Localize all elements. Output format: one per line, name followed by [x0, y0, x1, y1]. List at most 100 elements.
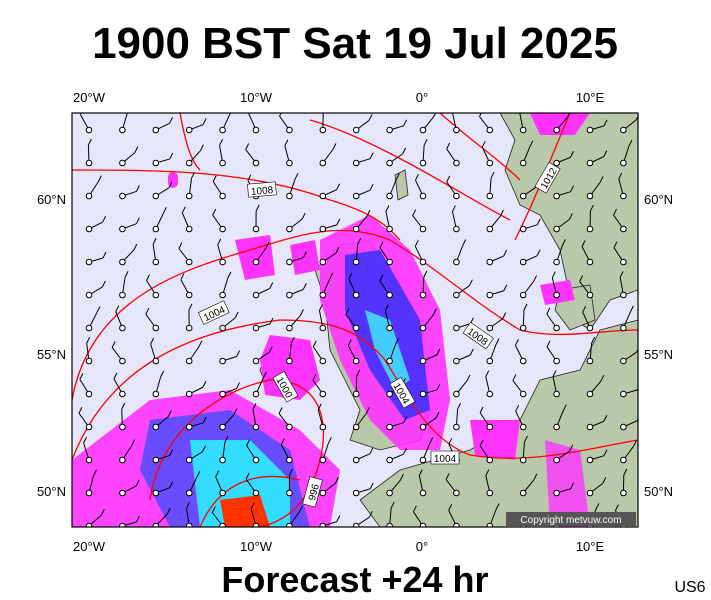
barb-flag: [212, 208, 217, 216]
barb-station: [152, 324, 160, 332]
barb-flag: [368, 510, 373, 518]
barb-station: [152, 456, 160, 464]
barb-flag: [196, 471, 201, 478]
barb-station: [185, 489, 193, 497]
barb-flag: [278, 407, 283, 414]
barb-flag: [536, 249, 541, 257]
barb-flag: [551, 271, 556, 278]
barb-flag: [529, 140, 534, 147]
barb-flag: [562, 239, 566, 246]
barb-station: [352, 324, 360, 332]
isobar-label: 996: [302, 476, 323, 508]
barb-station: [119, 324, 126, 332]
lat-label: 50°N: [37, 484, 66, 499]
barb-flag: [289, 468, 293, 476]
barb-flag: [629, 305, 634, 313]
barb-flag: [595, 503, 600, 510]
barb-station: [85, 423, 93, 431]
barb-station: [319, 324, 327, 332]
isobar-label: 1004: [430, 450, 460, 465]
barb-flag: [390, 501, 395, 509]
barb-flag: [219, 139, 224, 146]
barb-flag: [83, 436, 88, 444]
barb-flag: [365, 407, 370, 414]
barb-station: [453, 390, 460, 398]
barb-flag: [546, 340, 551, 348]
barb-station: [219, 159, 226, 167]
barb-flag: [115, 305, 120, 312]
barb-station: [152, 126, 160, 134]
barb-station: [453, 159, 460, 167]
barb-station: [419, 225, 427, 233]
barb-flag: [399, 473, 404, 481]
barb-flag: [462, 239, 467, 246]
barb-flag: [384, 304, 389, 311]
barb-station: [620, 258, 627, 266]
barb-flag: [217, 238, 222, 246]
barb-flag: [284, 139, 289, 146]
copyright: Copyright metvuw.com: [520, 515, 621, 526]
barb-flag: [569, 444, 574, 452]
barb-station: [85, 522, 93, 527]
barb-flag: [636, 348, 638, 353]
barb-flag: [178, 242, 183, 249]
barb-station: [286, 291, 293, 299]
barb-station: [486, 291, 494, 299]
barb-flag: [490, 171, 495, 179]
barb-station: [286, 456, 293, 464]
barb-station: [453, 324, 460, 332]
barb-flag: [294, 172, 299, 180]
barb-flag: [503, 249, 508, 257]
barb-station: [553, 192, 560, 200]
isobar-label-box: [272, 370, 299, 403]
barb-station: [620, 159, 627, 167]
barb-station: [152, 258, 160, 266]
barb-flag: [600, 374, 605, 382]
barb-station: [352, 126, 360, 134]
barb-station: [453, 423, 460, 431]
barb-station: [219, 390, 226, 398]
barb-flag: [168, 181, 173, 188]
isobar-label: 1008: [247, 181, 277, 198]
barb-station: [519, 126, 527, 134]
barb-station: [252, 258, 260, 266]
barb-flag: [395, 338, 400, 345]
barb-station: [185, 291, 193, 299]
barb-flag: [414, 173, 419, 181]
barb-station: [319, 390, 327, 398]
barb-flag: [152, 238, 157, 245]
barb-station: [419, 159, 427, 167]
barb-station: [586, 192, 594, 200]
barb-flag: [265, 241, 270, 249]
barb-station: [419, 489, 427, 497]
barb-flag: [268, 346, 273, 353]
barb-flag: [568, 213, 573, 220]
barb-flag: [135, 515, 140, 523]
barb-flag: [133, 243, 138, 251]
barb-flag: [245, 143, 250, 150]
barb-flag: [301, 212, 306, 220]
isobar-label-box: [197, 300, 230, 325]
barb-flag: [336, 183, 341, 190]
barb-flag: [280, 438, 285, 445]
isobar-label-box: [389, 376, 416, 409]
barb-station: [85, 225, 93, 233]
barb-station: [553, 324, 560, 332]
barb-station: [386, 225, 393, 233]
barb-station: [219, 324, 226, 332]
barb-flag: [603, 415, 608, 422]
barb-flag: [479, 406, 484, 414]
barb-flag: [369, 447, 374, 454]
barb-station: [152, 357, 160, 365]
barb-flag: [503, 284, 508, 291]
barb-flag: [433, 113, 437, 118]
barb-flag: [368, 114, 373, 121]
barb-flag: [332, 143, 337, 150]
barb-flag: [485, 370, 490, 377]
barb-station: [252, 423, 260, 431]
barb-flag: [317, 403, 322, 410]
isobar-label-box: [462, 321, 494, 350]
lon-label: 0°: [416, 90, 428, 105]
isobar-label-box: [302, 476, 323, 508]
